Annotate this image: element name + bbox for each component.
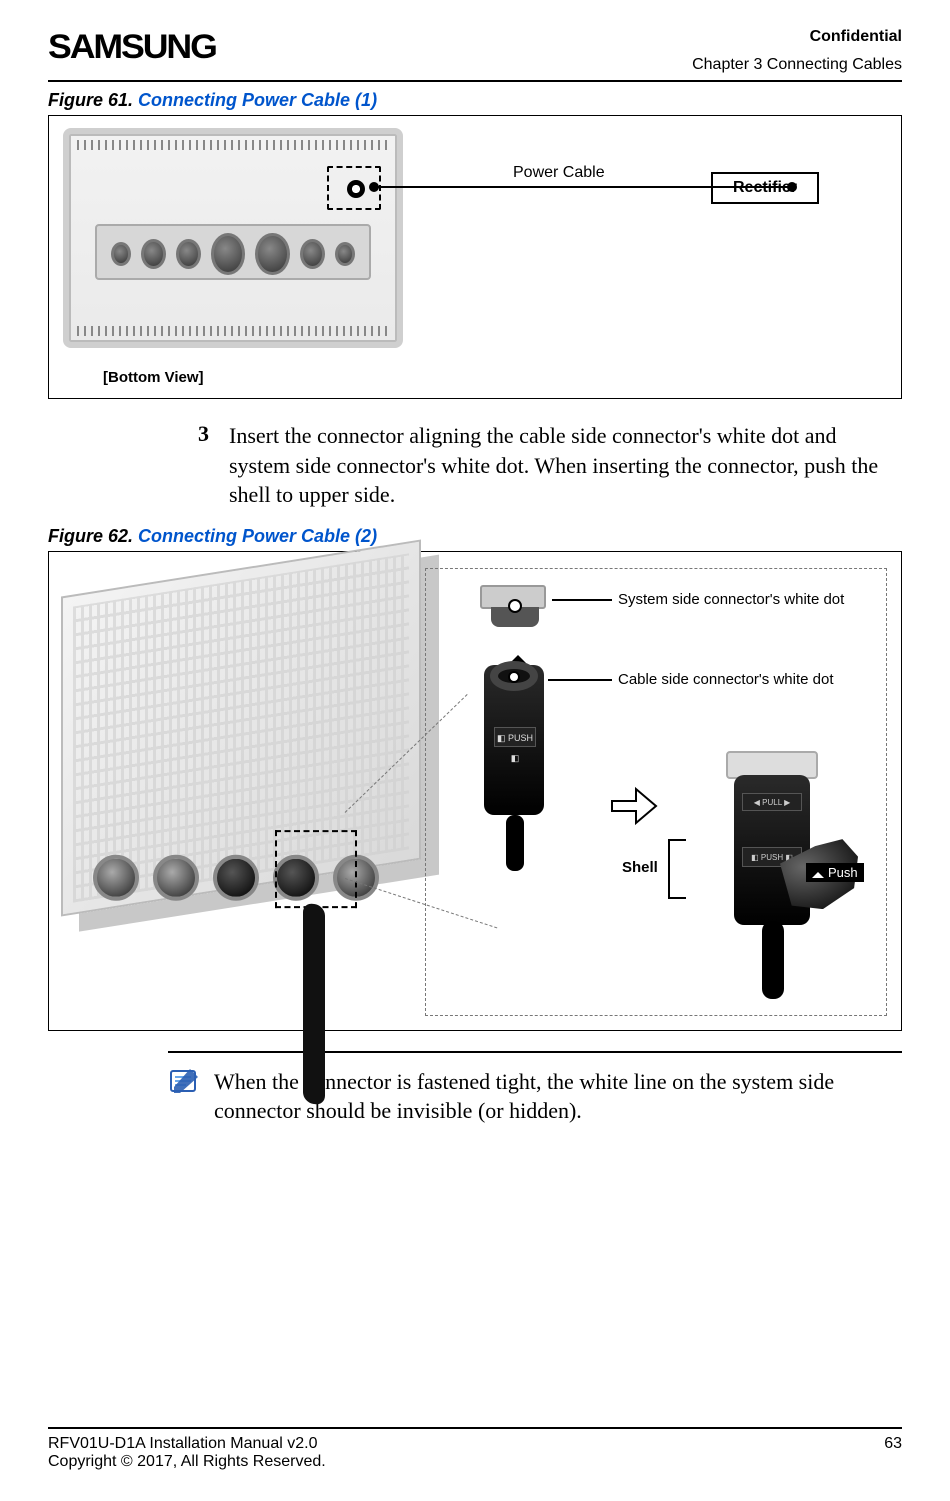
step-3: 3 Insert the connector aligning the cabl… <box>198 421 898 510</box>
step-number: 3 <box>198 421 209 510</box>
header: SAMSUNG Confidential Chapter 3 Connectin… <box>48 28 902 82</box>
figure62: System side connector's white dot ◧ PUSH… <box>48 551 902 1031</box>
figure61-content: Power Cable Rectifier [Bottom View] <box>63 128 887 388</box>
port-icon <box>255 233 289 275</box>
push-badge-text: Push <box>828 865 858 880</box>
brand-logo: SAMSUNG <box>48 28 216 67</box>
cable-stem-icon <box>506 815 524 871</box>
bottom-view-label: [Bottom View] <box>103 369 204 386</box>
chapter-title: Chapter 3 Connecting Cables <box>692 56 902 74</box>
port-row <box>111 238 355 270</box>
device-bottom-panel <box>63 128 403 348</box>
system-dot-label: System side connector's white dot <box>618 591 844 608</box>
port-icon <box>111 242 131 266</box>
cable-icon <box>303 902 325 1105</box>
port-icon <box>153 855 199 901</box>
cable-stem-icon <box>762 921 784 999</box>
label-leader <box>548 679 612 681</box>
figure62-caption-prefix: Figure 62. <box>48 526 138 546</box>
footer-left: RFV01U-D1A Installation Manual v2.0 Copy… <box>48 1435 326 1471</box>
white-dot-icon <box>508 599 522 613</box>
shell-label: Shell <box>622 859 658 876</box>
port-icon <box>176 239 201 269</box>
device-grill-icon <box>73 553 409 902</box>
cable-dot-label: Cable side connector's white dot <box>618 671 834 688</box>
power-cable-label: Power Cable <box>513 164 605 182</box>
pull-marking: ◀ PULL ▶ <box>742 793 802 811</box>
white-dot-icon <box>508 671 520 683</box>
arrow-up-icon <box>812 866 824 878</box>
system-side-connector <box>480 585 550 645</box>
port-bar <box>95 224 371 280</box>
footer-copyright: Copyright © 2017, All Rights Reserved. <box>48 1453 326 1471</box>
confidential-label: Confidential <box>692 28 902 46</box>
port-icon <box>211 233 245 275</box>
figure61: Power Cable Rectifier [Bottom View] <box>48 115 902 399</box>
port-icon <box>141 239 166 269</box>
footer-doc-title: RFV01U-D1A Installation Manual v2.0 <box>48 1435 326 1453</box>
push-marking: ◧ PUSH ◧ <box>494 727 536 747</box>
rectifier-box: Rectifier <box>711 172 819 204</box>
note-block: When the connector is fastened tight, th… <box>168 1051 902 1125</box>
footer-page-number: 63 <box>884 1435 902 1471</box>
figure62-caption-title: Connecting Power Cable (2) <box>138 526 377 546</box>
figure61-caption: Figure 61. Connecting Power Cable (1) <box>48 90 902 111</box>
device-body <box>61 540 421 917</box>
figure61-caption-prefix: Figure 61. <box>48 90 138 110</box>
port-icon <box>335 242 355 266</box>
figure61-caption-title: Connecting Power Cable (1) <box>138 90 377 110</box>
connector-highlight <box>275 830 357 908</box>
step-text: Insert the connector aligning the cable … <box>229 421 898 510</box>
port-icon <box>300 239 325 269</box>
note-icon <box>168 1067 200 1095</box>
port-icon <box>213 855 259 901</box>
port-icon <box>93 855 139 901</box>
figure62-caption: Figure 62. Connecting Power Cable (2) <box>48 526 902 547</box>
shell-bracket-icon <box>668 839 686 899</box>
page: SAMSUNG Confidential Chapter 3 Connectin… <box>0 0 950 1501</box>
footer: RFV01U-D1A Installation Manual v2.0 Copy… <box>48 1427 902 1471</box>
header-right: Confidential Chapter 3 Connecting Cables <box>692 28 902 74</box>
device-iso-view <box>61 568 461 1008</box>
push-badge: Push <box>806 863 864 882</box>
label-leader <box>552 599 612 601</box>
insert-arrow-icon <box>608 781 658 831</box>
detail-panel: System side connector's white dot ◧ PUSH… <box>425 568 887 1016</box>
cable-side-connector: ◧ PUSH ◧ <box>484 665 546 865</box>
